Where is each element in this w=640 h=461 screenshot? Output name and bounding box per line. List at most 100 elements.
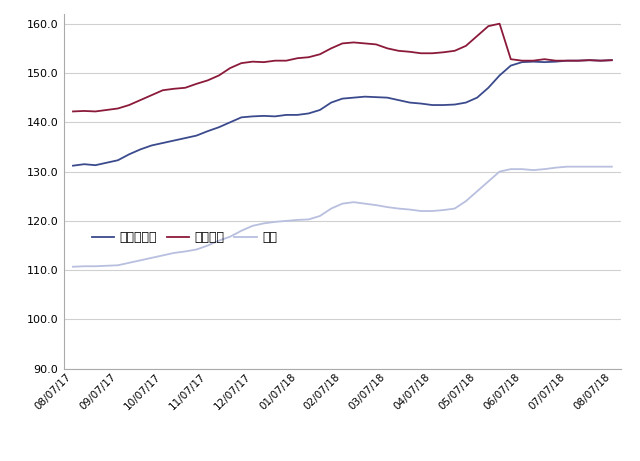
レギュラー xyxy=(193,133,200,138)
レギュラー xyxy=(563,58,571,64)
ハイオク xyxy=(159,88,166,93)
レギュラー xyxy=(114,158,122,163)
レギュラー xyxy=(170,138,178,143)
ハイオク xyxy=(294,55,301,61)
ハイオク xyxy=(170,86,178,92)
軽油 xyxy=(428,208,436,214)
レギュラー xyxy=(596,58,604,64)
軽油 xyxy=(282,218,290,224)
Line: ハイオク: ハイオク xyxy=(73,24,612,112)
軽油 xyxy=(372,202,380,208)
ハイオク xyxy=(596,58,604,64)
ハイオク xyxy=(428,51,436,56)
ハイオク xyxy=(608,58,616,63)
ハイオク xyxy=(227,65,234,71)
軽油 xyxy=(159,253,166,258)
レギュラー xyxy=(417,101,425,106)
レギュラー xyxy=(204,129,212,134)
軽油 xyxy=(383,204,391,210)
ハイオク xyxy=(574,58,582,64)
レギュラー xyxy=(586,58,593,63)
ハイオク xyxy=(316,52,324,57)
軽油 xyxy=(451,206,458,211)
軽油 xyxy=(440,207,447,213)
レギュラー xyxy=(282,112,290,118)
レギュラー xyxy=(305,111,312,116)
軽油 xyxy=(305,217,312,222)
ハイオク xyxy=(81,108,88,114)
レギュラー xyxy=(125,152,133,157)
軽油 xyxy=(563,164,571,170)
軽油 xyxy=(327,206,335,211)
レギュラー xyxy=(552,59,559,65)
軽油 xyxy=(260,221,268,226)
軽油 xyxy=(193,247,200,252)
軽油 xyxy=(294,217,301,223)
レギュラー xyxy=(81,161,88,167)
レギュラー xyxy=(406,100,413,106)
レギュラー xyxy=(181,136,189,141)
Legend: レギュラー, ハイオク, 軽油: レギュラー, ハイオク, 軽油 xyxy=(87,226,282,249)
レギュラー xyxy=(529,59,537,65)
軽油 xyxy=(574,164,582,170)
軽油 xyxy=(552,165,559,171)
レギュラー xyxy=(473,95,481,100)
ハイオク xyxy=(541,56,548,62)
軽油 xyxy=(541,166,548,172)
ハイオク xyxy=(69,109,77,114)
レギュラー xyxy=(462,100,470,106)
軽油 xyxy=(507,166,515,172)
ハイオク xyxy=(484,24,492,29)
ハイオク xyxy=(339,41,346,46)
ハイオク xyxy=(193,81,200,87)
レギュラー xyxy=(103,160,111,165)
レギュラー xyxy=(395,97,403,103)
ハイオク xyxy=(125,102,133,108)
ハイオク xyxy=(372,41,380,47)
軽油 xyxy=(81,264,88,269)
軽油 xyxy=(484,179,492,184)
レギュラー xyxy=(237,115,245,120)
レギュラー xyxy=(227,119,234,125)
軽油 xyxy=(114,262,122,268)
レギュラー xyxy=(148,143,156,148)
ハイオク xyxy=(417,51,425,56)
ハイオク xyxy=(260,59,268,65)
ハイオク xyxy=(496,21,504,26)
レギュラー xyxy=(316,107,324,113)
ハイオク xyxy=(103,107,111,113)
軽油 xyxy=(69,264,77,270)
レギュラー xyxy=(339,96,346,101)
軽油 xyxy=(395,206,403,211)
ハイオク xyxy=(114,106,122,111)
軽油 xyxy=(361,201,369,207)
軽油 xyxy=(170,250,178,256)
ハイオク xyxy=(136,97,144,103)
ハイオク xyxy=(92,109,99,114)
ハイオク xyxy=(148,92,156,98)
軽油 xyxy=(215,238,223,243)
レギュラー xyxy=(69,163,77,168)
レギュラー xyxy=(159,140,166,146)
軽油 xyxy=(462,198,470,204)
軽油 xyxy=(148,255,156,260)
軽油 xyxy=(473,189,481,194)
軽油 xyxy=(350,200,358,205)
レギュラー xyxy=(92,162,99,168)
レギュラー xyxy=(541,59,548,65)
ハイオク xyxy=(237,60,245,66)
ハイオク xyxy=(271,58,279,64)
レギュラー xyxy=(507,63,515,68)
ハイオク xyxy=(395,48,403,53)
軽油 xyxy=(316,213,324,219)
軽油 xyxy=(529,167,537,173)
ハイオク xyxy=(552,58,559,64)
軽油 xyxy=(204,243,212,248)
ハイオク xyxy=(361,41,369,46)
レギュラー xyxy=(327,100,335,106)
軽油 xyxy=(237,228,245,234)
ハイオク xyxy=(507,56,515,62)
ハイオク xyxy=(451,48,458,53)
ハイオク xyxy=(518,58,526,64)
軽油 xyxy=(596,164,604,170)
